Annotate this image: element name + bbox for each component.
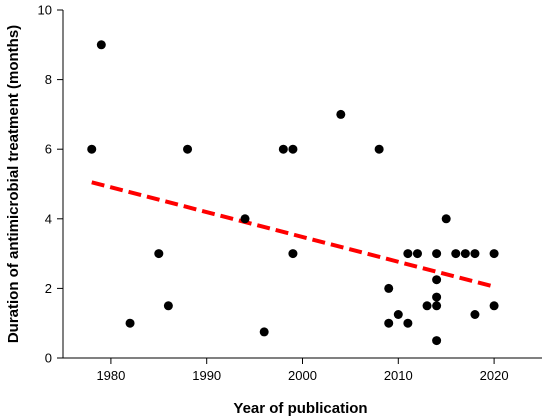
- y-tick-label: 2: [45, 281, 52, 296]
- x-tick-label: 1990: [192, 368, 221, 383]
- data-point: [278, 144, 288, 154]
- y-tick-label: 8: [45, 72, 52, 87]
- x-tick-label: 2010: [384, 368, 413, 383]
- data-point: [163, 301, 173, 311]
- y-tick-label: 0: [45, 351, 52, 366]
- data-point: [96, 40, 106, 50]
- data-point: [460, 249, 470, 259]
- x-axis-title: Year of publication: [233, 400, 367, 417]
- data-point: [374, 144, 384, 154]
- axes: [62, 10, 542, 359]
- data-point: [384, 283, 394, 293]
- data-point: [125, 318, 135, 328]
- trendline: [91, 180, 495, 289]
- y-tick-label: 10: [38, 3, 52, 18]
- data-point: [259, 327, 269, 337]
- data-point: [470, 310, 480, 319]
- y-tick-label: 6: [45, 142, 52, 157]
- data-point: [412, 249, 422, 259]
- data-point: [470, 249, 480, 259]
- data-point: [288, 249, 298, 259]
- y-tick-label: 4: [45, 211, 52, 226]
- data-point: [393, 310, 403, 319]
- data-point: [403, 249, 413, 259]
- data-point: [384, 318, 394, 328]
- y-axis-title: Duration of antimicrobial treatment (mon…: [5, 25, 22, 343]
- data-point: [432, 336, 442, 346]
- data-point: [432, 275, 442, 285]
- data-point: [183, 144, 193, 154]
- data-point: [489, 301, 499, 311]
- data-point: [154, 249, 164, 259]
- data-point: [432, 301, 442, 311]
- data-point: [489, 249, 499, 259]
- x-tick-label: 2000: [288, 368, 317, 383]
- trendline-group: [91, 180, 495, 289]
- data-point: [87, 144, 97, 154]
- data-point: [432, 249, 442, 259]
- data-points: [87, 40, 499, 346]
- data-point: [288, 144, 298, 154]
- data-point: [451, 249, 461, 259]
- data-point: [240, 214, 250, 224]
- data-point: [403, 318, 413, 328]
- data-point: [336, 109, 346, 119]
- x-tick-label: 1980: [96, 368, 125, 383]
- tick-marks: 0 2 4 6 8 10 1980 1990 2000 2010 2020: [38, 3, 509, 384]
- x-tick-label: 2020: [480, 368, 509, 383]
- data-point: [432, 292, 442, 302]
- data-point: [422, 301, 432, 311]
- data-point: [441, 214, 451, 224]
